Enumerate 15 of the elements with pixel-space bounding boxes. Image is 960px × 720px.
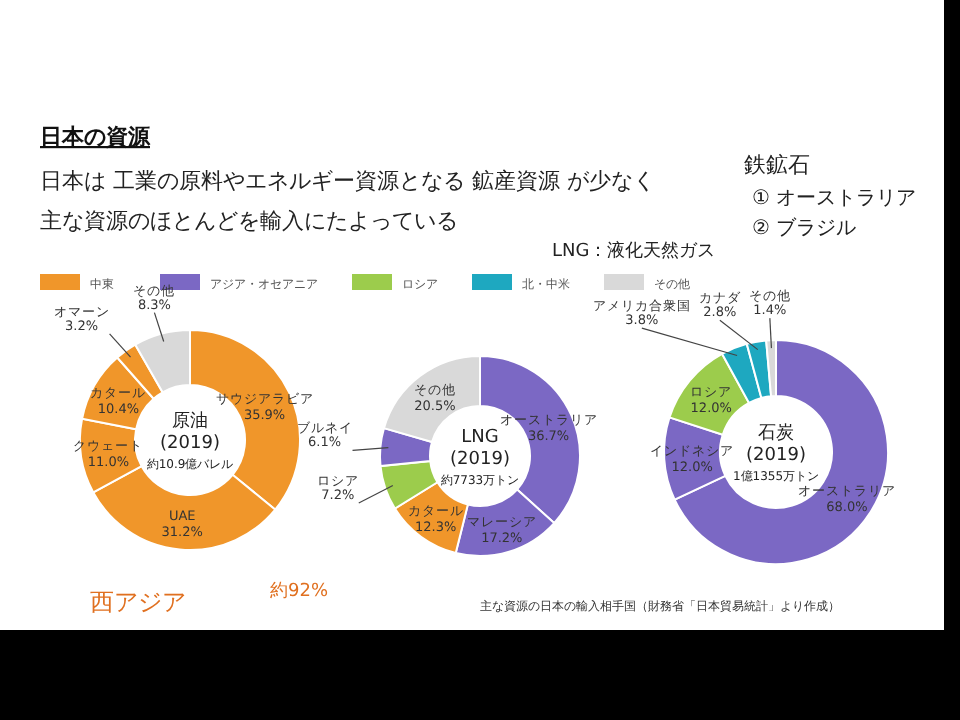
text: ② ブラジル [752,216,857,240]
text: ① オーストラリア [752,188,917,210]
text: 日本は 工業の原料やエネルギー資源となる 鉱産資源 が少なく [40,168,655,194]
text: (2019) [746,446,806,466]
text: 約92% [270,580,329,602]
text: 鉄鉱石 [744,152,810,178]
text: 主な資源のほとんどを輸入にたよっている [40,208,458,234]
text: (2019) [160,434,220,454]
text: (2019) [450,450,510,470]
text: 石炭 [758,422,794,444]
text: LNG [461,428,499,448]
text: 西アジア [90,588,186,616]
text: 日本の資源 [40,124,152,150]
text: LNG：液化天然ガス [552,240,716,262]
text: 原油 [172,410,208,432]
